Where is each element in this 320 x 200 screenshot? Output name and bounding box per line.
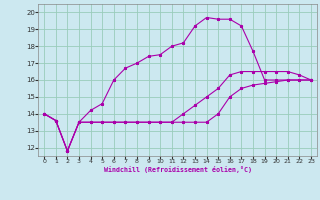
- X-axis label: Windchill (Refroidissement éolien,°C): Windchill (Refroidissement éolien,°C): [104, 166, 252, 173]
